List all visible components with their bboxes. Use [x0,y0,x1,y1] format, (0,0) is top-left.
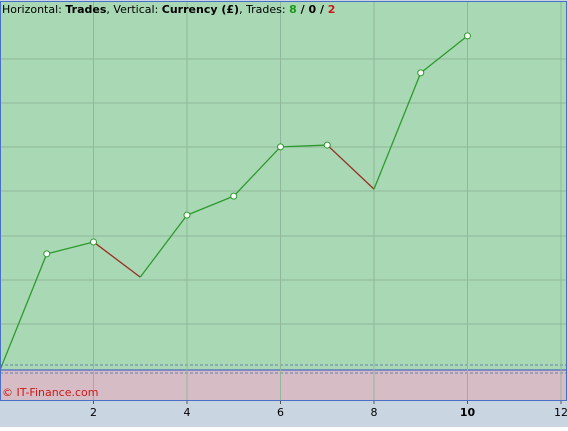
header-text: Horizontal: [2,3,65,16]
trade-point [89,238,97,246]
line-segment [46,241,94,255]
even: 0 [308,3,316,16]
trade-point [323,141,331,149]
wins: 8 [289,3,297,16]
x-tick-label: 10 [460,406,476,419]
header-text: Currency (£) [162,3,239,16]
frame [0,1,567,401]
x-tick-label: 8 [370,406,377,419]
line-segment [0,253,48,371]
trade-point [417,69,425,77]
line-segment [139,214,188,278]
trade-point [230,192,238,200]
trade-point [276,143,284,151]
header-text: / [297,3,309,16]
line-segment [373,72,422,190]
line-segment [280,144,328,148]
x-tick-label: 2 [90,406,97,419]
header-text: / [316,3,328,16]
line-segment [420,35,468,74]
x-tick-label: 4 [183,406,190,419]
profit-zone [0,2,566,371]
trade-point [463,32,471,40]
header-text: Trades [65,3,106,16]
trade-point [183,211,191,219]
line-segment [93,241,141,278]
x-tick-label: 12 [554,406,568,419]
header-text: , Vertical: [106,3,161,16]
trade-point [43,250,51,258]
line-segment [233,146,281,197]
header: Horizontal: Trades, Vertical: Currency (… [2,3,335,16]
header-text: , Trades: [239,3,289,16]
watermark: © IT-Finance.com [2,386,99,399]
x-tick-label: 6 [277,406,284,419]
line-segment [326,144,375,190]
loss-zone [0,370,566,400]
line-segment [186,195,234,216]
losses: 2 [328,3,336,16]
